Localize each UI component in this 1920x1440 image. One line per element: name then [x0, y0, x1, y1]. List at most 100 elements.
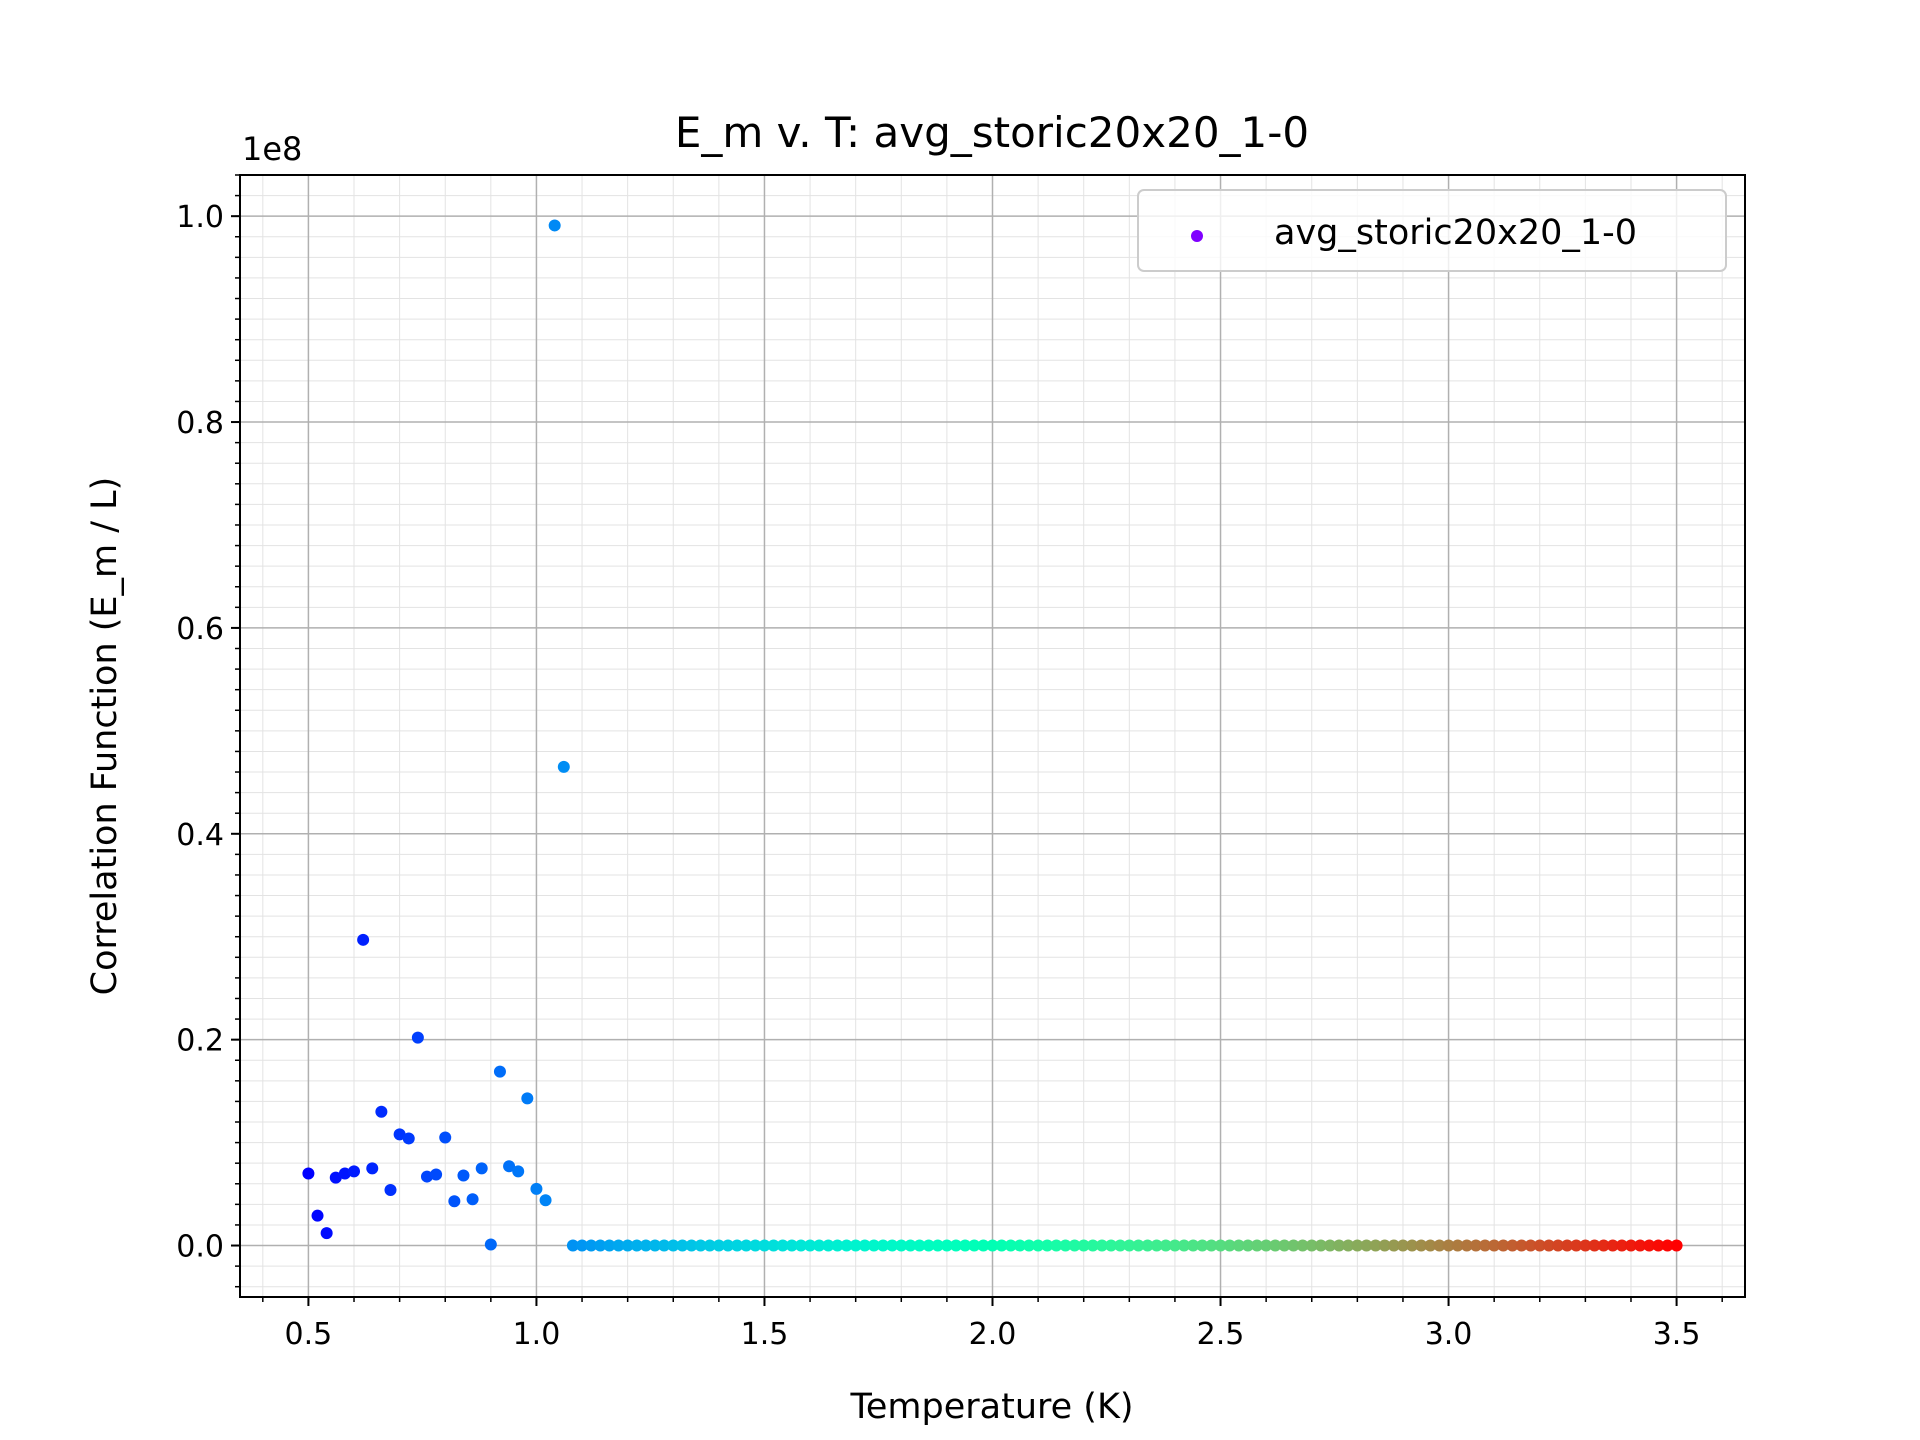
data-point [1278, 1239, 1291, 1252]
data-point [375, 1105, 388, 1118]
y-tick-label: 0.4 [176, 818, 224, 853]
data-point [548, 219, 561, 232]
x-tick-label: 2.0 [969, 1317, 1017, 1352]
data-point [785, 1239, 798, 1252]
data-point [877, 1239, 890, 1252]
data-point [685, 1239, 698, 1252]
data-point [1260, 1239, 1273, 1252]
data-point [1570, 1239, 1583, 1252]
data-point [1460, 1239, 1473, 1252]
data-point [904, 1239, 917, 1252]
data-point [594, 1239, 607, 1252]
data-point [457, 1169, 470, 1182]
data-point [1105, 1239, 1118, 1252]
data-point [1515, 1239, 1528, 1252]
data-point [566, 1239, 579, 1252]
y-axis-ticks: 0.0 0.2 0.4 0.6 0.8 1.0 [176, 174, 240, 1288]
data-point [530, 1182, 543, 1195]
data-point [1670, 1239, 1683, 1252]
data-point [794, 1239, 807, 1252]
legend-box [1137, 189, 1727, 272]
x-tick-label: 3.0 [1425, 1317, 1473, 1352]
data-point [804, 1239, 817, 1252]
data-point [585, 1239, 598, 1252]
data-point [1469, 1239, 1482, 1252]
data-point [1178, 1239, 1191, 1252]
x-axis-title: Temperature (K) [849, 1387, 1133, 1427]
data-point [1287, 1239, 1300, 1252]
data-point [1606, 1239, 1619, 1252]
data-point [968, 1239, 981, 1252]
data-point [1415, 1239, 1428, 1252]
y-tick-label: 1.0 [176, 200, 224, 235]
data-point [986, 1239, 999, 1252]
data-point [1588, 1239, 1601, 1252]
data-point [348, 1165, 361, 1178]
data-point [1533, 1239, 1546, 1252]
data-point [1433, 1239, 1446, 1252]
data-point [731, 1239, 744, 1252]
x-tick-label: 3.5 [1653, 1317, 1701, 1352]
x-tick-label: 2.5 [1197, 1317, 1245, 1352]
data-point [1342, 1239, 1355, 1252]
data-point [603, 1239, 616, 1252]
data-point [1406, 1239, 1419, 1252]
data-point [1232, 1239, 1245, 1252]
chart-title: E_m v. T: avg_storic20x20_1-0 [675, 108, 1309, 157]
y-tick-label: 0.0 [176, 1230, 224, 1265]
data-point [950, 1239, 963, 1252]
data-point [940, 1239, 953, 1252]
data-point [1022, 1239, 1035, 1252]
data-point [1314, 1239, 1327, 1252]
data-point [402, 1132, 415, 1145]
data-point [831, 1239, 844, 1252]
data-point [1643, 1239, 1656, 1252]
data-point [1086, 1239, 1099, 1252]
data-point [1077, 1239, 1090, 1252]
y-tick-label: 0.8 [176, 406, 224, 441]
y-axis-title: Correlation Function (E_m / L) [85, 477, 125, 996]
data-point [849, 1239, 862, 1252]
data-point [612, 1239, 625, 1252]
data-point [1323, 1239, 1336, 1252]
data-point [1187, 1239, 1200, 1252]
data-point [1205, 1239, 1218, 1252]
data-point [822, 1239, 835, 1252]
data-point [557, 760, 570, 773]
y-tick-label: 0.2 [176, 1024, 224, 1059]
data-point [1059, 1239, 1072, 1252]
data-point [1479, 1239, 1492, 1252]
data-point [694, 1239, 707, 1252]
data-point [411, 1031, 424, 1044]
data-point [521, 1092, 534, 1105]
data-point [1095, 1239, 1108, 1252]
data-point [667, 1239, 680, 1252]
data-point [384, 1183, 397, 1196]
data-point [703, 1239, 716, 1252]
data-point [366, 1162, 379, 1175]
x-tick-label: 1.5 [741, 1317, 789, 1352]
data-point [311, 1209, 324, 1222]
x-tick-label: 0.5 [285, 1317, 333, 1352]
data-point [1141, 1239, 1154, 1252]
data-point [1241, 1239, 1254, 1252]
legend: avg_storic20x20_1-0 [1137, 189, 1727, 272]
data-point [1369, 1239, 1382, 1252]
data-point [959, 1239, 972, 1252]
legend-label: avg_storic20x20_1-0 [1274, 213, 1637, 253]
data-point [658, 1239, 671, 1252]
data-point [1524, 1239, 1537, 1252]
data-point [1661, 1239, 1674, 1252]
data-point [512, 1165, 525, 1178]
data-point [1506, 1239, 1519, 1252]
data-point [1597, 1239, 1610, 1252]
data-point [475, 1162, 488, 1175]
data-point [320, 1227, 333, 1240]
data-point [1123, 1239, 1136, 1252]
data-point [895, 1239, 908, 1252]
data-point [1387, 1239, 1400, 1252]
data-point [639, 1239, 652, 1252]
data-point [1497, 1239, 1510, 1252]
data-point [1634, 1239, 1647, 1252]
data-point [931, 1239, 944, 1252]
